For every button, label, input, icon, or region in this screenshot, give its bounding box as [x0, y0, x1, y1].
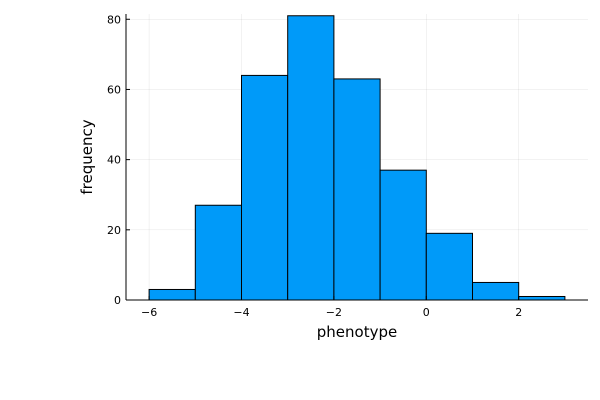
- y-tick-label-1: 20: [107, 224, 121, 237]
- histogram-bar-3: [287, 15, 335, 301]
- x-axis-title: phenotype: [317, 323, 397, 341]
- histogram-bar-7: [472, 281, 520, 301]
- y-ticks: 0 20 40 60 80: [107, 13, 130, 307]
- x-tick-label-2: −2: [326, 306, 342, 319]
- x-tick-label-3: 0: [423, 306, 430, 319]
- y-tick-label-0: 0: [114, 294, 121, 307]
- histogram-bars: [148, 15, 566, 301]
- histogram-bar-4: [333, 78, 381, 301]
- y-tick-label-3: 60: [107, 83, 121, 96]
- x-tick-label-4: 2: [515, 306, 522, 319]
- histogram-bar-6: [425, 232, 473, 301]
- x-ticks: −6 −4 −2 0 2: [141, 296, 522, 319]
- histogram-bar-1: [194, 204, 243, 301]
- axes: [125, 14, 588, 301]
- y-tick-label-2: 40: [107, 154, 121, 167]
- histogram-bar-8: [518, 295, 566, 301]
- y-tick-label-4: 80: [107, 13, 121, 26]
- x-tick-label-1: −4: [233, 306, 249, 319]
- y-axis-title: frequency: [78, 119, 96, 194]
- x-tick-label-0: −6: [141, 306, 157, 319]
- histogram-bar-0: [148, 288, 196, 301]
- histogram-bar-2: [241, 74, 289, 301]
- histogram-bar-5: [379, 169, 427, 301]
